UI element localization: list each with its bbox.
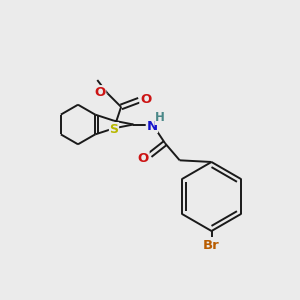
Text: Br: Br: [203, 239, 220, 252]
Text: H: H: [155, 111, 165, 124]
Text: O: O: [138, 152, 149, 164]
Text: O: O: [94, 86, 106, 99]
Text: S: S: [110, 123, 118, 136]
Text: N: N: [146, 119, 158, 133]
Text: O: O: [140, 92, 151, 106]
